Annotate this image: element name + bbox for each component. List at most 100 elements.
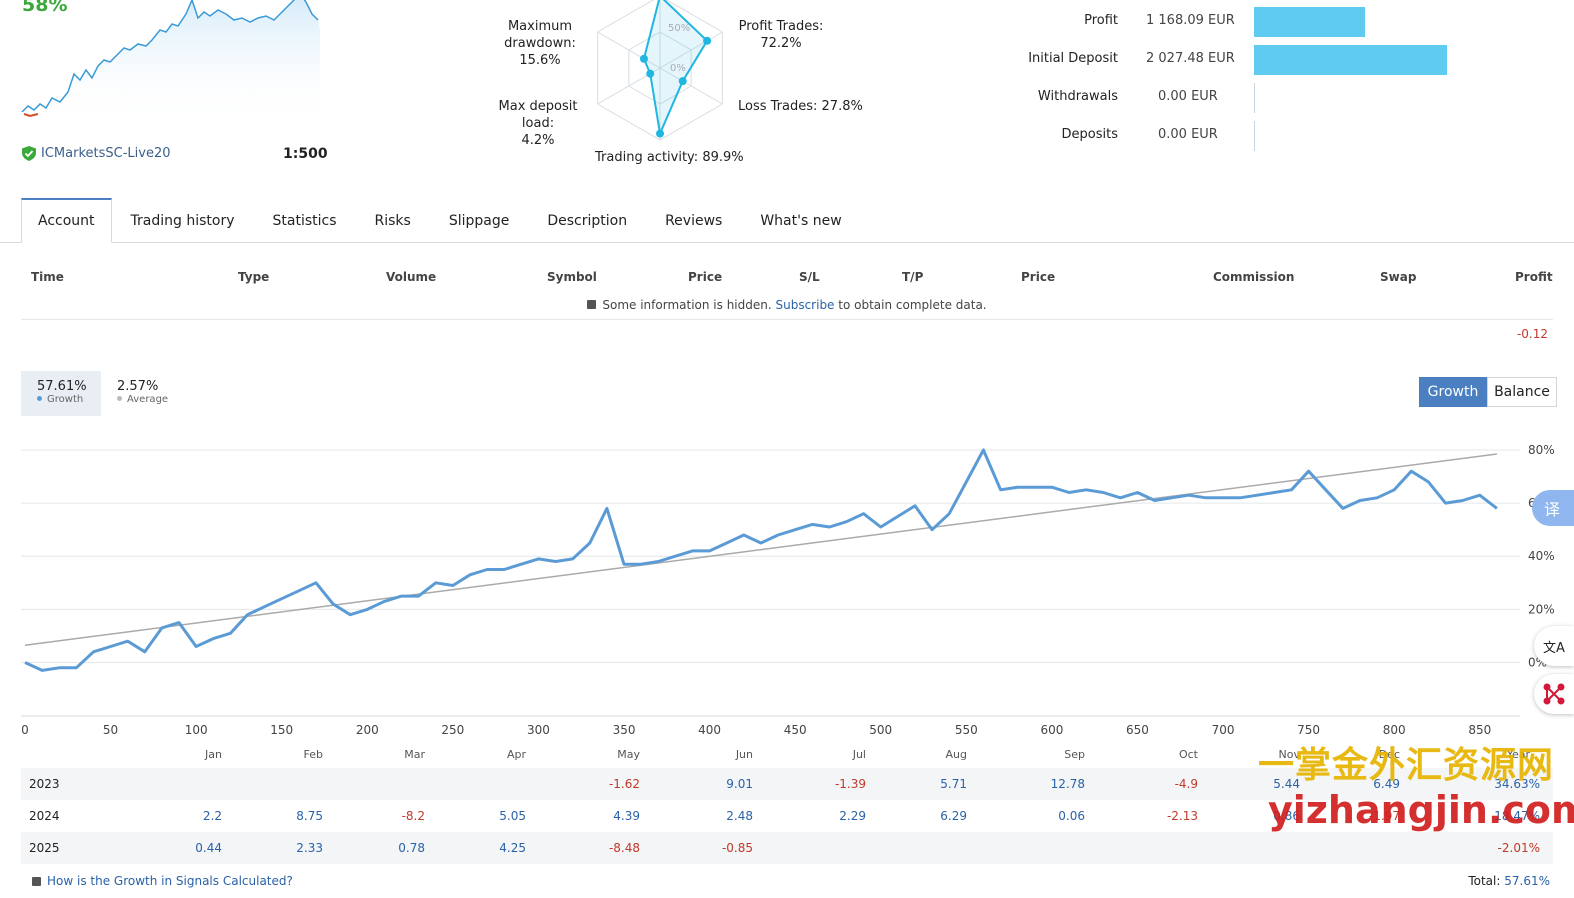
radar-spoke (597, 31, 661, 69)
broker-server[interactable]: ICMarketsSC-Live20 (22, 146, 170, 161)
mini-chart-area (22, 0, 320, 125)
total-growth-value: 57.61% (1504, 874, 1550, 888)
x-tick-label: 500 (869, 723, 892, 737)
monthly-row-2023: 2023 -1.62 9.01 -1.39 5.71 12.78 -4.9 5.44 6.49 3… (21, 768, 1553, 800)
x-tick-label: 250 (441, 723, 464, 737)
radar-point (703, 36, 712, 45)
monthly-cell: 2.2 (202, 809, 222, 823)
summary-label-deposits: Deposits (1061, 127, 1118, 142)
x-tick-label: 300 (527, 723, 550, 737)
column-header-volume: Volume (386, 270, 437, 284)
column-header-tp: T/P (902, 270, 924, 284)
monthly-cell: 5.44 (1273, 777, 1300, 791)
column-header-profit: Profit (1515, 270, 1553, 284)
summary-bar-withdrawals (1254, 83, 1255, 113)
mini-chart-line (21, 0, 319, 113)
monthly-cell: 0.86 (1273, 809, 1300, 823)
column-header-open-price: Price (688, 270, 723, 284)
monthly-cell: 2.33 (296, 841, 323, 855)
legend-growth-name: Growth (47, 394, 84, 405)
tab-account[interactable]: Account (21, 198, 112, 243)
monthly-year: 2023 (29, 777, 60, 791)
lock-icon (587, 300, 597, 309)
month-header: Year (1506, 748, 1530, 761)
x-tick-label: 850 (1468, 723, 1491, 737)
monthly-cell: 0.44 (195, 841, 222, 855)
growth-toggle-button[interactable]: Growth (1419, 377, 1487, 407)
total-growth: Total: 57.61% (1468, 874, 1550, 888)
radar-ring-0-label: 0% (670, 63, 686, 74)
network-tool-button[interactable] (1534, 674, 1574, 714)
x-tick-label: 600 (1040, 723, 1063, 737)
monthly-row-2025: 2025 0.44 2.33 0.78 4.25 -8.48 -0.85 -2.01% (21, 832, 1553, 864)
hidden-info-notice: Some information is hidden. Subscribe to… (0, 298, 1574, 312)
radar-label-loss-trades: Loss Trades: 27.8% (738, 99, 863, 114)
summary-value-deposits: 0.00 EUR (1158, 127, 1218, 142)
x-tick-label: 650 (1126, 723, 1149, 737)
x-tick-label: 700 (1212, 723, 1235, 737)
summary-value-profit: 1 168.09 EUR (1146, 13, 1235, 28)
month-header: Oct (1178, 748, 1198, 761)
column-header-symbol: Symbol (547, 270, 597, 284)
network-icon (1543, 683, 1565, 705)
translate-float-button[interactable]: 译 (1532, 490, 1574, 526)
table-divider (21, 319, 1553, 320)
y-tick-label: 40% (1528, 549, 1555, 563)
growth-line-chart: 80%60%40%20%0% 0501001502002503003504004… (21, 443, 1555, 737)
tab-risks[interactable]: Risks (374, 212, 411, 229)
monthly-cell: 4.25 (499, 841, 526, 855)
x-tick-label: 200 (356, 723, 379, 737)
monthly-cell: 18.47% (1494, 809, 1540, 823)
monthly-cell: 2.29 (839, 809, 866, 823)
month-header: Jun (735, 748, 753, 761)
legend-average[interactable]: 2.57% Average (101, 371, 181, 416)
mini-chart-negative (23, 113, 39, 118)
legend-growth[interactable]: 57.61% Growth (21, 371, 101, 416)
growth-calculation-link[interactable]: How is the Growth in Signals Calculated? (32, 874, 293, 888)
monthly-cell: 6.49 (1373, 777, 1400, 791)
summary-bar-initial-deposit (1254, 45, 1447, 75)
x-tick-label: 550 (955, 723, 978, 737)
tab-trading-history[interactable]: Trading history (130, 212, 235, 229)
legend-average-name: Average (127, 394, 169, 405)
month-header: Aug (945, 748, 967, 761)
monthly-cell: 9.01 (726, 777, 753, 791)
column-header-swap: Swap (1380, 270, 1417, 284)
tab-reviews[interactable]: Reviews (665, 212, 723, 229)
monthly-row-2024: 2024 2.2 8.75 -8.2 5.05 4.39 2.48 2.29 6.29 0.06 -… (21, 800, 1553, 832)
tab-slippage[interactable]: Slippage (448, 212, 510, 229)
ai-translate-button[interactable]: 文A (1534, 626, 1574, 666)
legend-growth-value: 57.61% (37, 379, 87, 394)
average-dot-icon (117, 396, 122, 401)
tab-statistics[interactable]: Statistics (272, 212, 337, 229)
watermark-chinese: 一掌金外汇资源网 (1258, 745, 1555, 786)
ai-translate-icon: 文A (1543, 640, 1565, 656)
subscribe-link[interactable]: Subscribe (775, 298, 835, 312)
column-header-sl: S/L (799, 270, 820, 284)
summary-label-withdrawals: Withdrawals (1037, 89, 1118, 104)
monthly-cell: -2.01% (1497, 841, 1540, 855)
monthly-cell: 4.39 (613, 809, 640, 823)
monthly-cell: 2.48 (726, 809, 753, 823)
monthly-cell: 12.78 (1050, 777, 1085, 791)
monthly-cell: -2.13 (1166, 809, 1198, 823)
balance-toggle-button[interactable]: Balance (1487, 377, 1557, 407)
radar-label-max-deposit-load: Max deposit load: 4.2% (498, 99, 578, 148)
radar-label-trading-activity: Trading activity: 89.9% (595, 150, 744, 165)
tab-description[interactable]: Description (547, 212, 628, 229)
monthly-cell: -0.85 (721, 841, 753, 855)
x-tick-label: 0 (21, 723, 29, 737)
x-tick-label: 150 (270, 723, 293, 737)
radar-label-profit-trades: Profit Trades: 72.2% (738, 19, 824, 51)
radar-point (646, 69, 655, 78)
monthly-cell: -4.9 (1174, 777, 1198, 791)
summary-bar-profit (1254, 7, 1366, 37)
x-tick-label: 100 (185, 723, 208, 737)
risk-radar-chart: 50% 0% (597, 0, 723, 141)
radar-spoke (659, 31, 723, 69)
x-tick-label: 750 (1297, 723, 1320, 737)
trades-profit-total: -0.12 (1516, 327, 1548, 341)
monthly-cell: -1.39 (834, 777, 866, 791)
tab-whats-new[interactable]: What's new (760, 212, 842, 229)
x-tick-label: 350 (613, 723, 636, 737)
